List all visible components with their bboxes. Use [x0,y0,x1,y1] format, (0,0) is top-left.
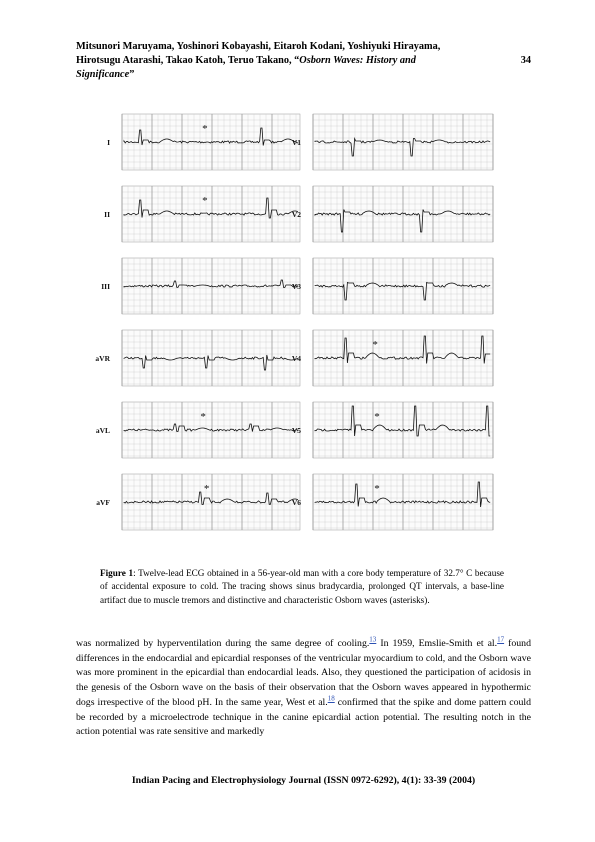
ecg-strip-avl: aVL * [96,401,301,459]
page-header: Mitsunori Maruyama, Yoshinori Kobayashi,… [76,40,531,82]
ecg-strip-v2: V2 [292,185,494,243]
header-authors-line2: Hirotsugu Atarashi, Takao Katoh, Teruo T… [76,55,416,66]
ecg-strip-v1: V1 [292,113,494,171]
ecg-strip-v5: V5 * [292,401,494,459]
page-number: 34 [520,55,531,66]
osborn-wave-asterisk: * [374,411,380,423]
osborn-wave-asterisk: * [202,195,208,207]
lead-label: aVL [96,426,110,435]
lead-label: aVR [95,354,110,363]
page-footer: Indian Pacing and Electrophysiology Jour… [131,775,476,786]
ecg-strip-v4: V4 * [292,329,494,387]
osborn-wave-asterisk: * [200,411,206,423]
ecg-strip-v3: V3 [292,257,494,315]
lead-label: V3 [292,282,301,291]
body-paragraph: was normalized by hyperventilation durin… [76,635,531,738]
lead-label: I [107,138,110,147]
osborn-wave-asterisk: * [372,339,378,351]
lead-label: aVF [96,498,110,507]
lead-label: II [104,210,110,219]
lead-label: V2 [292,210,301,219]
ecg-strip-iii: III [101,257,301,315]
lead-label: V5 [292,426,301,435]
lead-label: V1 [292,138,301,147]
reference-link-18[interactable]: 18 [327,694,335,703]
osborn-wave-asterisk: * [204,483,210,495]
caption-text: : Twelve-lead ECG obtained in a 56-year-… [100,568,505,605]
header-authors-line1: Mitsunori Maruyama, Yoshinori Kobayashi,… [76,41,441,52]
figure-caption: Figure 1: Twelve-lead ECG obtained in a … [100,567,504,607]
osborn-wave-asterisk: * [202,123,208,135]
ecg-strip-i: I* [107,113,301,171]
ecg-strip-avr: aVR [95,329,301,387]
lead-label: V4 [292,354,301,363]
ecg-strip-v6: V6 * [292,473,494,531]
ecg-figure: I * II * III aVR aVL * aVF * V1 V2 V3 V4 * V5 * V6 * [76,110,520,550]
lead-label: V6 [292,498,301,507]
ecg-strip-avf: aVF * [96,473,301,531]
header-title-line3: Significance” [76,69,135,80]
lead-label: III [101,282,110,291]
osborn-wave-asterisk: * [374,483,380,495]
reference-link-13[interactable]: 13 [369,635,377,644]
reference-link-17[interactable]: 17 [497,635,505,644]
ecg-strip-ii: II * [104,185,301,243]
caption-label: Figure 1 [100,568,134,578]
